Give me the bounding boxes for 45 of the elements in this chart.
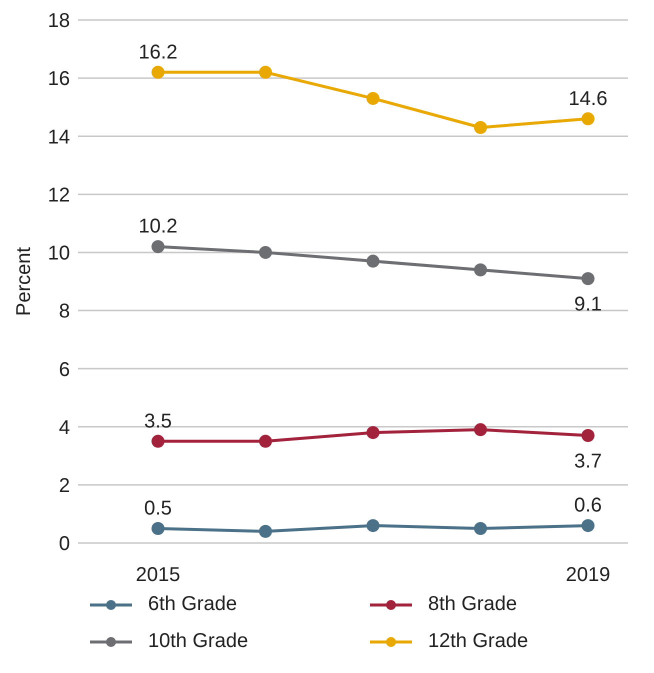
y-axis-title: Percent [13,246,36,316]
y-tick-label: 4 [58,416,70,439]
point [474,423,487,436]
point [259,524,272,538]
point [152,434,164,448]
point [259,66,272,79]
point [259,246,272,259]
data-label: 3.7 [574,450,602,472]
point [259,434,272,448]
data-label: 16.2 [138,41,178,64]
y-tick-label: 6 [58,358,70,381]
point [582,272,594,286]
point [152,240,164,254]
legend-label: 12th Grade [428,630,528,653]
data-label: 3.5 [144,410,172,432]
data-label: 0.5 [144,497,172,520]
y-tick-label: 0 [58,533,70,556]
y-tick-label: 8 [58,300,70,323]
point [152,522,164,535]
legend-label: 6th Grade [148,593,237,616]
data-label: 14.6 [568,88,608,110]
point [366,519,380,532]
point [474,121,487,134]
data-label: 10.2 [138,216,178,238]
x-tick-label: 2015 [136,564,180,586]
x-tick-label: 2019 [566,564,610,586]
data-label: 9.1 [574,294,602,316]
point [582,519,594,532]
y-tick-label: 2 [58,474,70,497]
y-tick-label: 10 [48,242,70,265]
point [152,66,164,79]
legend-label: 8th Grade [428,593,517,616]
point [474,263,487,276]
point [366,426,380,440]
point [582,428,594,442]
point [366,92,380,105]
y-tick-label: 18 [48,10,70,32]
point [366,254,380,268]
y-tick-label: 16 [48,68,70,90]
data-label: 0.6 [574,494,602,517]
legend-label: 10th Grade [148,630,248,653]
y-tick-label: 14 [48,126,70,148]
point [474,522,487,535]
y-tick-label: 12 [48,184,70,206]
point [582,112,594,126]
